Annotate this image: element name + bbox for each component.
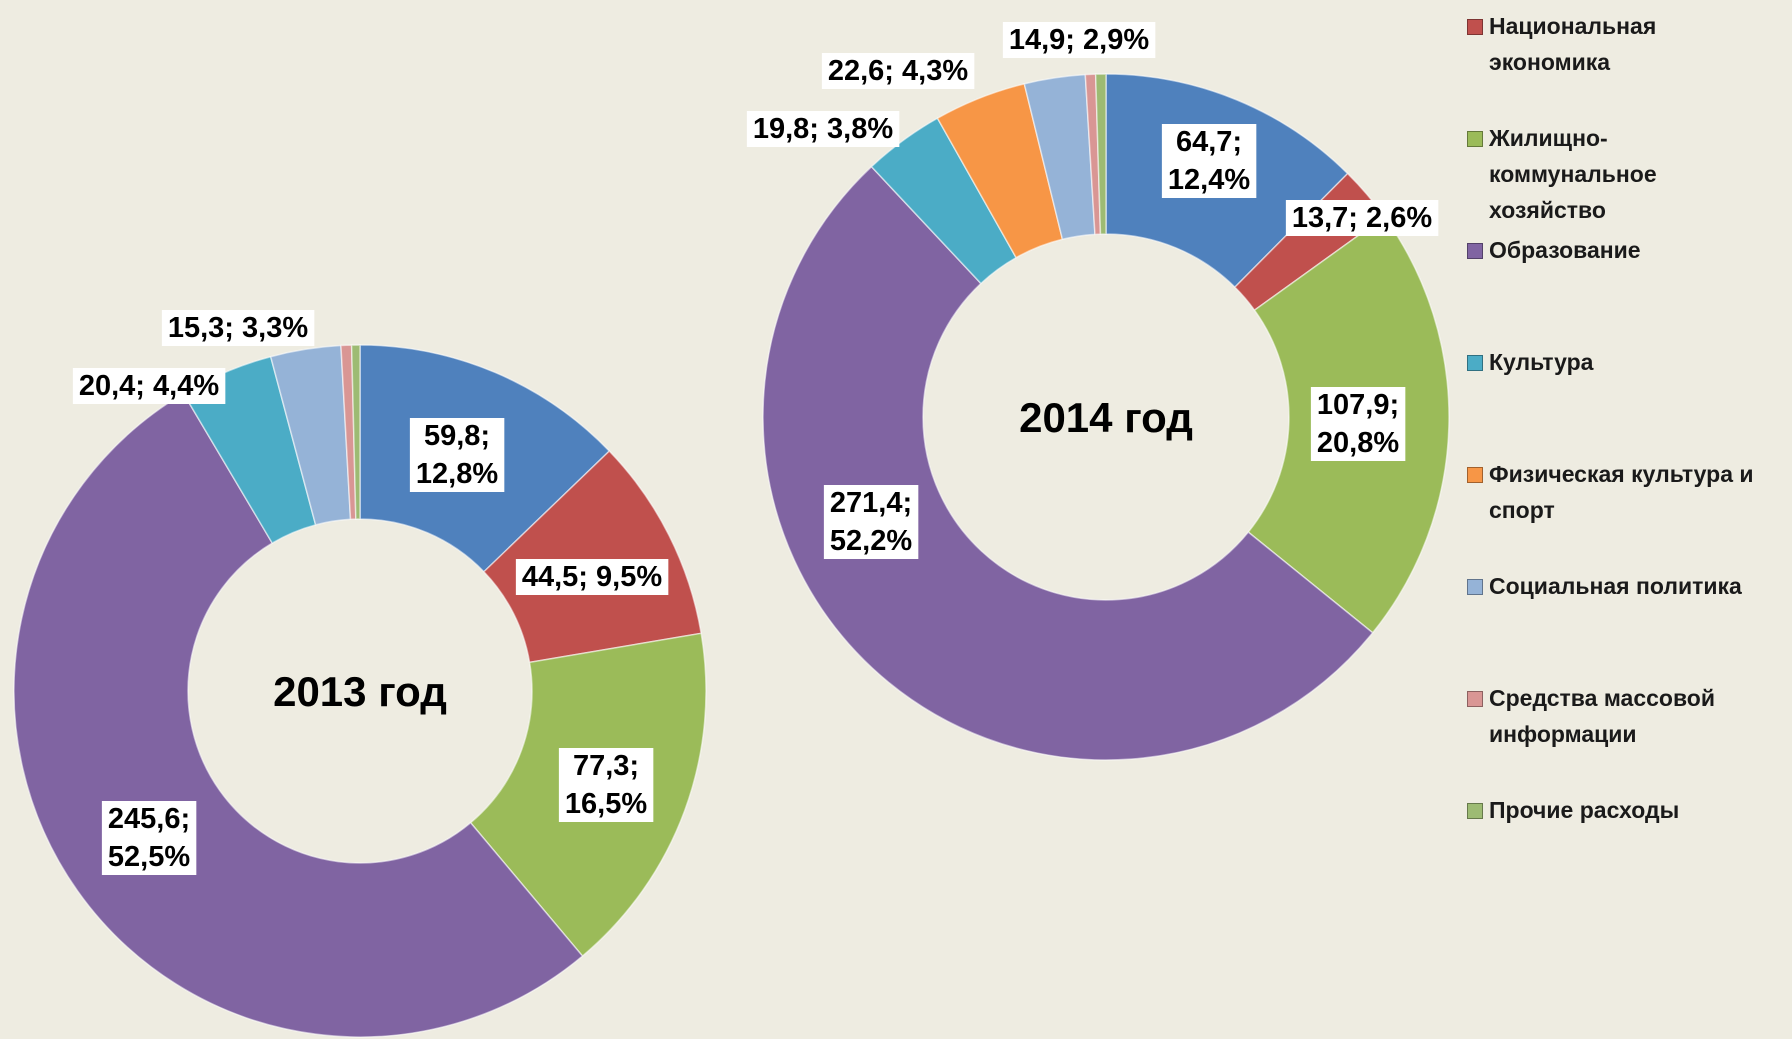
donut-segment xyxy=(13,392,584,1038)
data-label-box xyxy=(515,559,669,595)
data-label: 245,6; 52,5% xyxy=(108,803,190,873)
legend-swatch xyxy=(1467,691,1483,707)
legend-label: Социальная политика xyxy=(1489,573,1742,599)
legend-label: Средства массовой информации xyxy=(1489,685,1715,747)
legend-item: Средства массовой информации xyxy=(1465,680,1775,752)
legend-item: Культура xyxy=(1465,344,1775,380)
legend-item: Национальная экономика xyxy=(1465,8,1775,80)
data-label-box xyxy=(746,111,900,147)
data-label: 64,7; 12,4% xyxy=(1168,126,1250,196)
data-label: 22,6; 4,3% xyxy=(828,55,968,87)
data-label-box xyxy=(1002,22,1156,58)
data-label-box xyxy=(161,310,315,346)
data-label-box xyxy=(101,801,197,875)
donut-segment xyxy=(350,344,361,520)
data-label-box xyxy=(558,748,654,822)
data-label: 271,4; 52,2% xyxy=(830,487,912,557)
legend-swatch xyxy=(1467,467,1483,483)
data-label: 19,8; 3,8% xyxy=(753,113,893,145)
legend-swatch xyxy=(1467,19,1483,35)
legend-item: Прочие расходы xyxy=(1465,792,1775,828)
legend-label: Образование xyxy=(1489,237,1641,263)
donut-segment xyxy=(1094,73,1107,235)
donut-segment xyxy=(762,165,1374,761)
legend-item: Физическая культура и спорт xyxy=(1465,456,1775,528)
data-label-box xyxy=(1161,124,1257,198)
donut-title: 2014 год xyxy=(1019,394,1193,441)
legend-label: Прочие расходы xyxy=(1489,797,1680,823)
data-label: 59,8; 12,8% xyxy=(416,420,498,490)
legend-label: Жилищно-коммунальное хозяйство xyxy=(1489,125,1657,223)
data-label: 77,3; 16,5% xyxy=(565,750,647,820)
data-label-box xyxy=(823,485,919,559)
legend-swatch xyxy=(1467,803,1483,819)
data-label: 44,5; 9,5% xyxy=(522,561,662,593)
legend-label: Культура xyxy=(1489,349,1594,375)
data-label: 14,9; 2,9% xyxy=(1009,24,1149,56)
legend-item: Образование xyxy=(1465,232,1775,268)
data-label-box xyxy=(409,418,505,492)
legend-swatch xyxy=(1467,131,1483,147)
legend-swatch xyxy=(1467,243,1483,259)
legend-swatch xyxy=(1467,579,1483,595)
data-label: 107,9; 20,8% xyxy=(1317,389,1399,459)
data-label-box xyxy=(72,368,226,404)
legend-item: Социальная политика xyxy=(1465,568,1775,604)
legend-label: Физическая культура и спорт xyxy=(1489,461,1754,523)
data-label-box xyxy=(1310,387,1406,461)
data-label-box xyxy=(1285,200,1439,236)
data-label: 13,7; 2,6% xyxy=(1292,202,1432,234)
data-label: 20,4; 4,4% xyxy=(79,370,219,402)
data-label-box xyxy=(821,53,975,89)
legend-item: Жилищно-коммунальное хозяйство xyxy=(1465,120,1775,228)
donut-title: 2013 год xyxy=(273,668,447,715)
legend-label: Национальная экономика xyxy=(1489,13,1657,75)
legend-swatch xyxy=(1467,355,1483,371)
data-label: 15,3; 3,3% xyxy=(168,312,308,344)
